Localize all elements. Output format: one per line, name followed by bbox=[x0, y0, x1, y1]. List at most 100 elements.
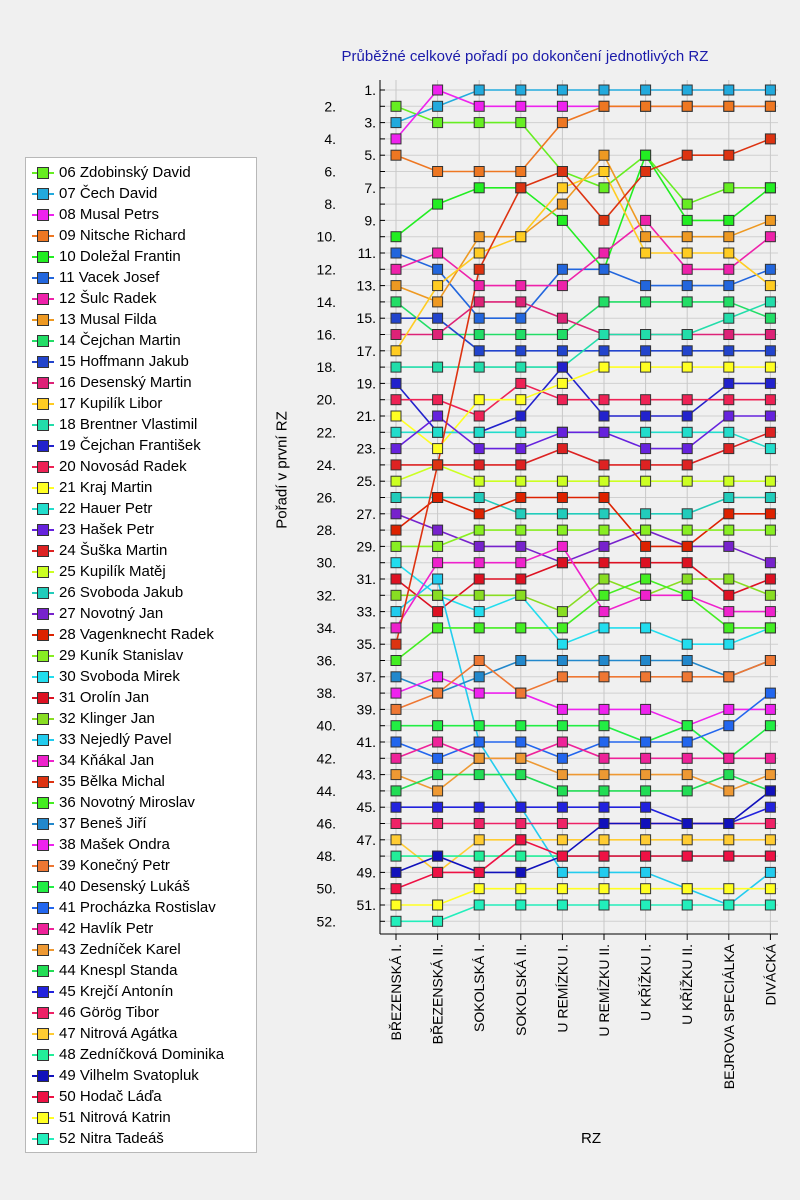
data-point bbox=[556, 883, 568, 895]
data-point bbox=[681, 736, 693, 748]
legend-swatch bbox=[32, 565, 54, 578]
legend-label: 30 Svoboda Mirek bbox=[59, 668, 180, 685]
data-point bbox=[556, 606, 568, 618]
y-tick-label: 21. bbox=[357, 408, 376, 424]
data-point bbox=[515, 834, 527, 846]
data-point bbox=[515, 475, 527, 487]
data-point bbox=[681, 850, 693, 862]
legend-item: 34 Kňákal Jan bbox=[32, 750, 154, 771]
data-point bbox=[515, 345, 527, 357]
data-point bbox=[681, 100, 693, 112]
legend-label: 15 Hoffmann Jakub bbox=[59, 353, 189, 370]
data-point bbox=[390, 263, 402, 275]
data-point bbox=[640, 247, 652, 259]
y-tick-label: 45. bbox=[357, 799, 376, 815]
data-point bbox=[764, 834, 776, 846]
data-point bbox=[473, 524, 485, 536]
data-point bbox=[723, 834, 735, 846]
legend-swatch bbox=[32, 187, 54, 200]
legend-item: 13 Musal Filda bbox=[32, 309, 157, 330]
data-point bbox=[390, 296, 402, 308]
data-point bbox=[432, 247, 444, 259]
data-point bbox=[764, 801, 776, 813]
data-point bbox=[723, 377, 735, 389]
legend-label: 28 Vagenknecht Radek bbox=[59, 626, 214, 643]
legend-label: 51 Nitrová Katrin bbox=[59, 1109, 171, 1126]
data-point bbox=[723, 606, 735, 618]
data-point bbox=[640, 508, 652, 520]
data-point bbox=[598, 492, 610, 503]
data-point bbox=[598, 524, 610, 536]
data-point bbox=[640, 589, 652, 601]
data-point bbox=[764, 752, 776, 764]
data-point bbox=[515, 850, 527, 862]
data-point bbox=[390, 883, 402, 895]
data-point bbox=[640, 459, 652, 471]
legend-swatch bbox=[32, 901, 54, 914]
data-point bbox=[681, 785, 693, 797]
legend-item: 47 Nitrová Agátka bbox=[32, 1023, 177, 1044]
data-point bbox=[556, 100, 568, 112]
y-tick-label: 2. bbox=[324, 98, 336, 114]
series-line bbox=[396, 496, 771, 515]
legend-swatch bbox=[32, 250, 54, 263]
data-point bbox=[556, 622, 568, 634]
data-point bbox=[473, 622, 485, 634]
legend-item: 38 Mašek Ondra bbox=[32, 834, 170, 855]
data-point bbox=[432, 752, 444, 764]
data-point bbox=[390, 231, 402, 243]
data-point bbox=[515, 312, 527, 324]
data-point bbox=[390, 100, 402, 112]
data-point bbox=[390, 866, 402, 878]
data-point bbox=[723, 508, 735, 520]
data-point bbox=[556, 361, 568, 373]
y-tick-label: 7. bbox=[364, 180, 376, 196]
data-point bbox=[473, 671, 485, 683]
y-tick-label: 32. bbox=[317, 587, 336, 603]
data-point bbox=[390, 655, 402, 666]
data-point bbox=[640, 410, 652, 422]
data-point bbox=[640, 296, 652, 308]
data-point bbox=[432, 361, 444, 373]
data-point bbox=[640, 785, 652, 797]
data-point bbox=[723, 622, 735, 634]
data-point bbox=[723, 524, 735, 536]
data-point bbox=[390, 247, 402, 259]
data-point bbox=[640, 475, 652, 487]
legend-swatch bbox=[32, 1111, 54, 1124]
data-point bbox=[640, 540, 652, 552]
legend-item: 50 Hodač Láďa bbox=[32, 1086, 162, 1107]
legend-swatch bbox=[32, 166, 54, 179]
data-point bbox=[515, 182, 527, 194]
data-point bbox=[723, 785, 735, 797]
y-tick-label: 34. bbox=[317, 620, 336, 636]
series-line bbox=[395, 366, 771, 450]
data-point bbox=[390, 149, 402, 161]
data-point bbox=[556, 703, 568, 715]
data-point bbox=[723, 883, 735, 895]
chart-title: Průběžné celkové pořadí po dokončení jed… bbox=[341, 48, 709, 65]
data-point bbox=[598, 801, 610, 813]
legend-item: 30 Svoboda Mirek bbox=[32, 666, 180, 687]
series-line bbox=[395, 170, 771, 352]
data-point bbox=[598, 540, 610, 552]
data-point bbox=[723, 769, 735, 781]
data-point bbox=[556, 834, 568, 846]
legend-item: 27 Novotný Jan bbox=[32, 603, 163, 624]
data-point bbox=[598, 883, 610, 895]
data-point bbox=[432, 198, 444, 210]
data-point bbox=[764, 589, 776, 601]
data-point bbox=[473, 736, 485, 748]
legend-swatch bbox=[32, 670, 54, 683]
data-point bbox=[723, 492, 735, 503]
data-point bbox=[556, 524, 568, 536]
data-point bbox=[764, 524, 776, 536]
data-point bbox=[723, 752, 735, 764]
legend-item: 24 Šuška Martin bbox=[32, 540, 167, 561]
y-tick-label: 50. bbox=[317, 881, 336, 897]
data-point bbox=[764, 182, 776, 194]
data-point bbox=[723, 263, 735, 275]
data-point bbox=[764, 769, 776, 781]
x-axis-label: RZ bbox=[581, 1130, 601, 1147]
data-point bbox=[681, 345, 693, 357]
